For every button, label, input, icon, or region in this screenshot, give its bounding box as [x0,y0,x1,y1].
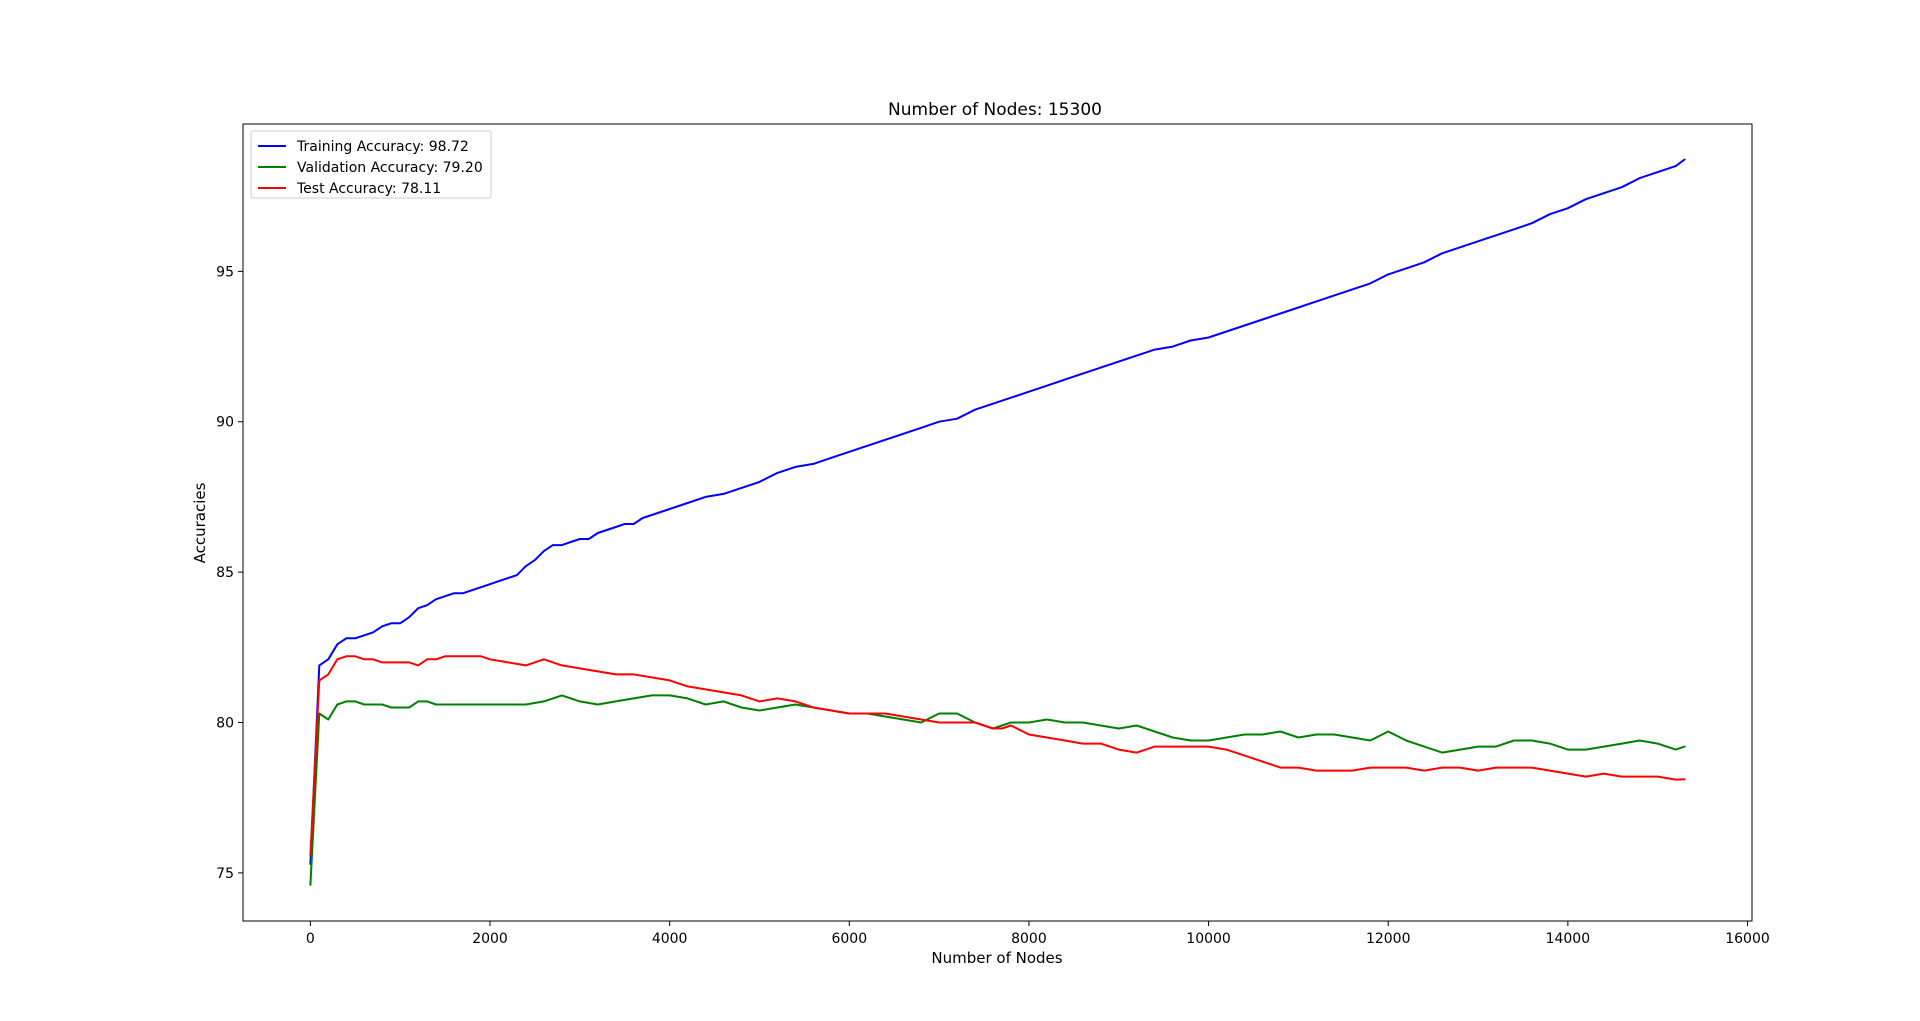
series-line-1 [309,694,1686,886]
legend-frame [250,130,492,199]
plot-area [309,158,1686,886]
y-tick-label: 85 [216,565,234,581]
series-line-0 [309,158,1686,865]
legend-label-0: Training Accuracy: 98.72 [296,139,469,155]
series-line-2 [309,655,1686,856]
x-tick-label: 6000 [831,931,867,947]
x-tick-label: 4000 [652,931,688,947]
y-tick-label: 80 [216,716,234,732]
x-tick-label: 12000 [1366,931,1411,947]
x-tick-label: 16000 [1725,931,1770,947]
y-tick-label: 95 [216,264,234,280]
legend: Training Accuracy: 98.72 Validation Accur… [250,130,492,199]
legend-label-1: Validation Accuracy: 79.20 [297,160,483,176]
x-tick-label: 0 [306,931,315,947]
chart-title: Number of Nodes: 15300 [888,100,1102,120]
x-tick-label: 2000 [472,931,508,947]
x-tick-label: 8000 [1011,931,1047,947]
legend-label-2: Test Accuracy: 78.11 [296,181,441,197]
plot-frame [242,123,1753,922]
y-tick-label: 75 [216,866,234,882]
y-axis-label: Accuracies [191,482,209,563]
x-axis-label: Number of Nodes [931,949,1062,967]
x-tick-label: 14000 [1546,931,1591,947]
y-tick-label: 90 [216,415,234,431]
x-tick-label: 10000 [1186,931,1231,947]
